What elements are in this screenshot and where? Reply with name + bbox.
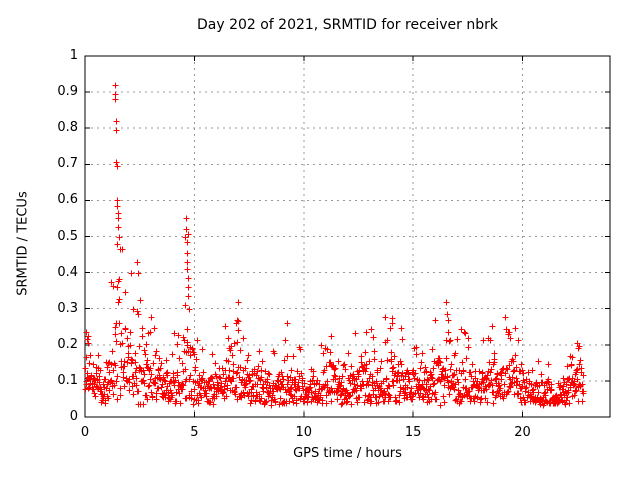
y-tick-label: 0.8: [57, 120, 78, 136]
y-tick-label: 0.9: [57, 84, 78, 100]
x-tick-label: 5: [190, 425, 199, 440]
y-tick-label: 0.7: [57, 156, 78, 172]
y-tick-label: 0.1: [57, 372, 78, 388]
scatter-points: [82, 82, 587, 409]
y-tick-label: 0.4: [57, 264, 78, 280]
y-tick-label: 1: [69, 48, 78, 63]
x-axis-label: GPS time / hours: [293, 446, 402, 461]
x-tick-label: 20: [514, 425, 531, 440]
y-tick-label: 0.3: [57, 300, 78, 316]
x-tick-label: 10: [295, 425, 313, 440]
x-tick-label: 15: [404, 425, 422, 440]
y-tick-label: 0.2: [57, 336, 78, 352]
axis-ticks: [84, 55, 610, 418]
y-axis-label: SRMTID / TECUs: [15, 191, 31, 296]
y-tick-label: 0.6: [57, 192, 78, 208]
x-tick-label: 0: [80, 425, 90, 440]
y-tick-label: 0.5: [57, 228, 78, 244]
y-tick-label: 0: [69, 409, 78, 424]
chart-title: Day 202 of 2021, SRMTID for receiver nbr…: [196, 17, 499, 33]
